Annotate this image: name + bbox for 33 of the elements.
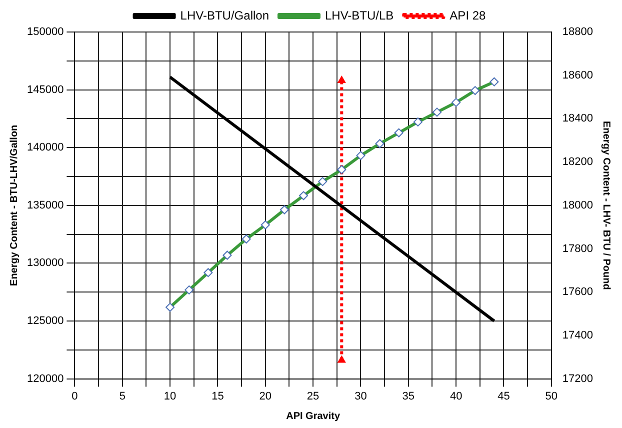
y2-tick-label: 17200	[562, 372, 594, 385]
y2-tick-label: 18600	[562, 69, 594, 82]
y-tick-label: 125000	[26, 315, 64, 328]
legend-label: LHV-BTU/Gallon	[180, 8, 269, 22]
y-tick-label: 130000	[26, 257, 64, 270]
x-tick-label: 0	[72, 390, 78, 402]
y2-tick-label: 17400	[562, 329, 594, 342]
x-tick-label: 5	[119, 390, 126, 402]
x-tick-label: 50	[545, 390, 558, 402]
y-tick-label: 135000	[26, 199, 64, 212]
x-tick-label: 40	[450, 390, 462, 402]
x-tick-label: 25	[306, 390, 320, 402]
y-tick-label: 140000	[26, 142, 64, 154]
x-tick-label: 45	[498, 390, 510, 402]
y2-tick-label: 18400	[562, 112, 594, 125]
x-tick-label: 20	[259, 390, 272, 402]
x-axis-title: API Gravity	[286, 410, 340, 422]
y-tick-label: 120000	[26, 372, 64, 385]
y2-tick-label: 18000	[562, 199, 594, 212]
x-tick-label: 15	[212, 390, 224, 402]
y2-axis-title: Energy Content - LHV- BTU / Pound	[600, 120, 612, 290]
legend-label: LHV-BTU/LB	[324, 8, 394, 22]
y2-tick-label: 18200	[562, 156, 594, 168]
y-tick-label: 150000	[26, 26, 64, 38]
y-tick-label: 145000	[26, 84, 64, 96]
x-tick-label: 10	[164, 390, 176, 402]
y-axis-title: Energy Content - BTU-LHV/Gallon	[8, 124, 20, 286]
y2-tick-label: 18800	[562, 26, 594, 38]
y2-tick-label: 17600	[562, 286, 594, 298]
legend-label: API 28	[450, 8, 486, 22]
x-tick-label: 35	[402, 390, 415, 402]
x-tick-label: 30	[354, 390, 367, 402]
y2-tick-label: 17800	[562, 242, 594, 255]
